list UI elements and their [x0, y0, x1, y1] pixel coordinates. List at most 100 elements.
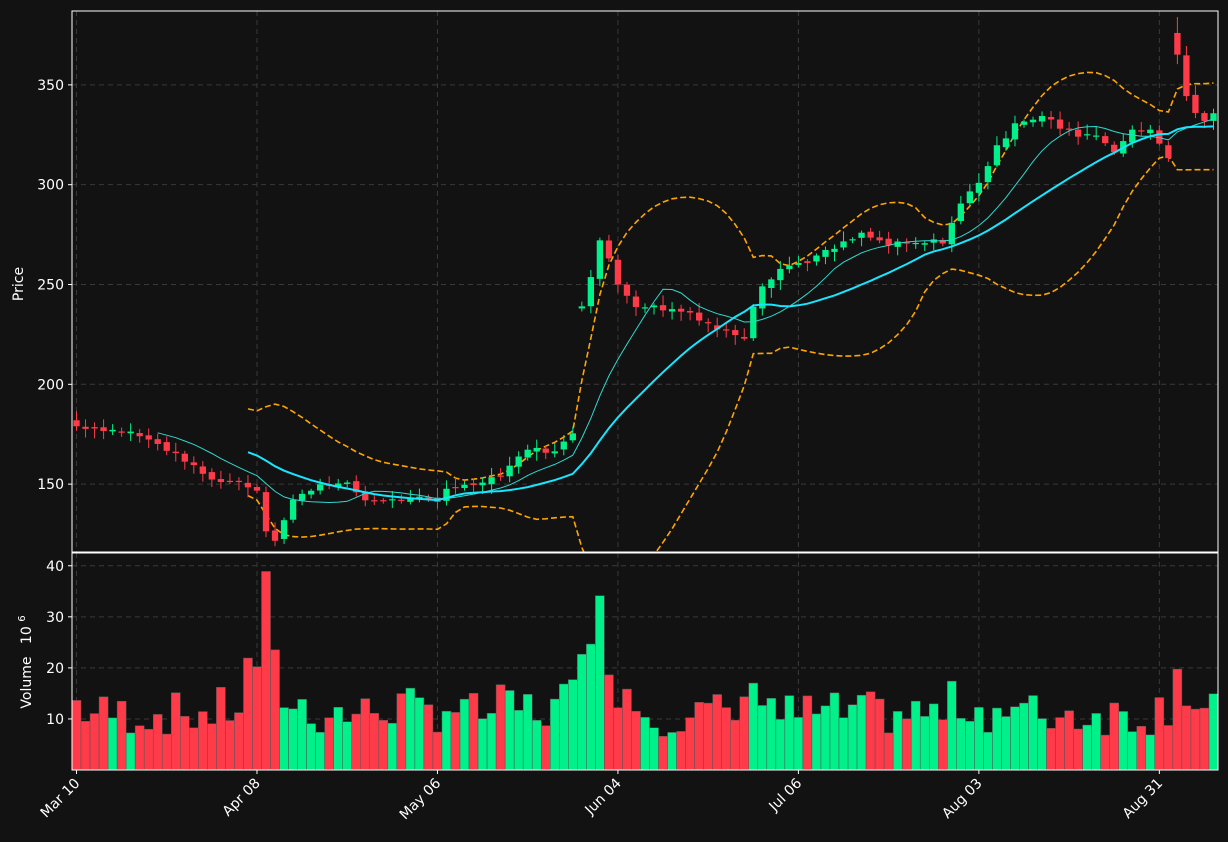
candle-body [569, 433, 576, 441]
candle-body [1093, 135, 1100, 137]
volume-bar [171, 692, 181, 770]
volume-bar [351, 713, 362, 770]
volume-bar [414, 697, 425, 770]
volume-bar [405, 687, 416, 770]
volume-bar [901, 718, 912, 770]
candle-body [488, 477, 495, 485]
candle-body [768, 279, 775, 289]
candle-body [668, 309, 676, 312]
volume-bar [324, 717, 334, 770]
candle-body [1201, 113, 1208, 121]
price-tick-label: 300 [37, 178, 64, 194]
candle-body [677, 308, 685, 312]
candle-body [407, 497, 414, 502]
candle-body [1192, 94, 1199, 113]
volume-bar [1073, 728, 1083, 770]
volume-bar [423, 704, 434, 770]
volume-bar [1028, 695, 1038, 770]
candle-body [867, 231, 874, 238]
volume-bar [261, 571, 271, 770]
volume-bar [80, 721, 91, 770]
candle-body [1029, 119, 1037, 123]
moving-average-fast-line [157, 118, 1214, 504]
volume-tick-label: 40 [46, 559, 64, 575]
candle-body [226, 480, 234, 483]
volume-bar [216, 687, 226, 770]
candle-body [289, 499, 297, 520]
volume-bar [161, 733, 172, 770]
candle-body [127, 431, 134, 434]
volume-bar [396, 693, 407, 770]
candle-body [750, 306, 757, 339]
volume-bar [333, 706, 343, 770]
candle-body [1002, 138, 1010, 148]
candle-body [262, 492, 270, 532]
candle-body [813, 255, 820, 262]
candle-body [524, 449, 531, 458]
candle-body [1174, 32, 1181, 55]
volume-bar [604, 674, 614, 770]
volume-bar [1055, 717, 1065, 770]
volume-bar [631, 711, 641, 770]
candle-body [479, 482, 486, 486]
candle-body [975, 182, 983, 193]
volume-bar [622, 688, 632, 770]
candle-body [714, 325, 721, 330]
volume-bar [694, 702, 704, 770]
candle-body [831, 248, 838, 252]
volume-bar [550, 698, 560, 770]
candle-body [641, 307, 649, 309]
volume-exponent-base: 10 [19, 626, 35, 644]
candle-body [957, 203, 964, 222]
volume-bar [1001, 716, 1011, 770]
volume-bar [1091, 713, 1101, 770]
volume-bar [152, 714, 163, 770]
price-tick-label: 350 [37, 78, 64, 94]
candle-body [984, 166, 992, 183]
volume-bar [712, 694, 722, 770]
candle-body [163, 442, 170, 451]
volume-bar [1136, 726, 1147, 770]
moving-average-slow-line [247, 125, 1214, 502]
candle-body [623, 284, 631, 296]
volume-bar [829, 692, 840, 770]
volume-bar [956, 718, 966, 770]
volume-bar [107, 717, 118, 770]
volume-bar [1010, 706, 1020, 770]
candle-body [425, 497, 432, 500]
volume-bar [531, 720, 542, 770]
candle-body [903, 242, 910, 244]
candle-body [506, 465, 513, 477]
volume-bar [721, 707, 731, 770]
candle-body [91, 427, 98, 429]
price-tick-label: 250 [37, 277, 64, 293]
volume-bar [279, 707, 289, 770]
volume-bar [685, 717, 695, 770]
volume-bar [189, 727, 199, 770]
volume-bar [568, 679, 578, 770]
candle-body [948, 222, 955, 245]
volume-bar [450, 712, 461, 770]
candle-body [307, 490, 315, 495]
volume-bar [72, 700, 82, 770]
volume-bar [676, 731, 686, 770]
volume-tick-label: 20 [46, 661, 64, 677]
volume-bar [134, 725, 145, 770]
volume-exponent-sup: 6 [17, 615, 28, 621]
candle-body [1138, 130, 1145, 132]
volume-bar [730, 719, 740, 770]
volume-bar [595, 595, 605, 770]
candle-body [1038, 116, 1046, 122]
moving-averages [157, 118, 1214, 504]
candle-body [650, 305, 658, 308]
candle-body [587, 277, 595, 307]
volume-bar [513, 709, 524, 770]
volume-bar [180, 716, 190, 770]
volume-bar [874, 698, 885, 770]
volume-bar [486, 712, 497, 770]
volume-bar [703, 702, 713, 770]
candle-body [840, 241, 847, 248]
volume-bar [198, 711, 208, 770]
candle-body [1074, 129, 1082, 137]
volume-bar [1172, 668, 1183, 770]
